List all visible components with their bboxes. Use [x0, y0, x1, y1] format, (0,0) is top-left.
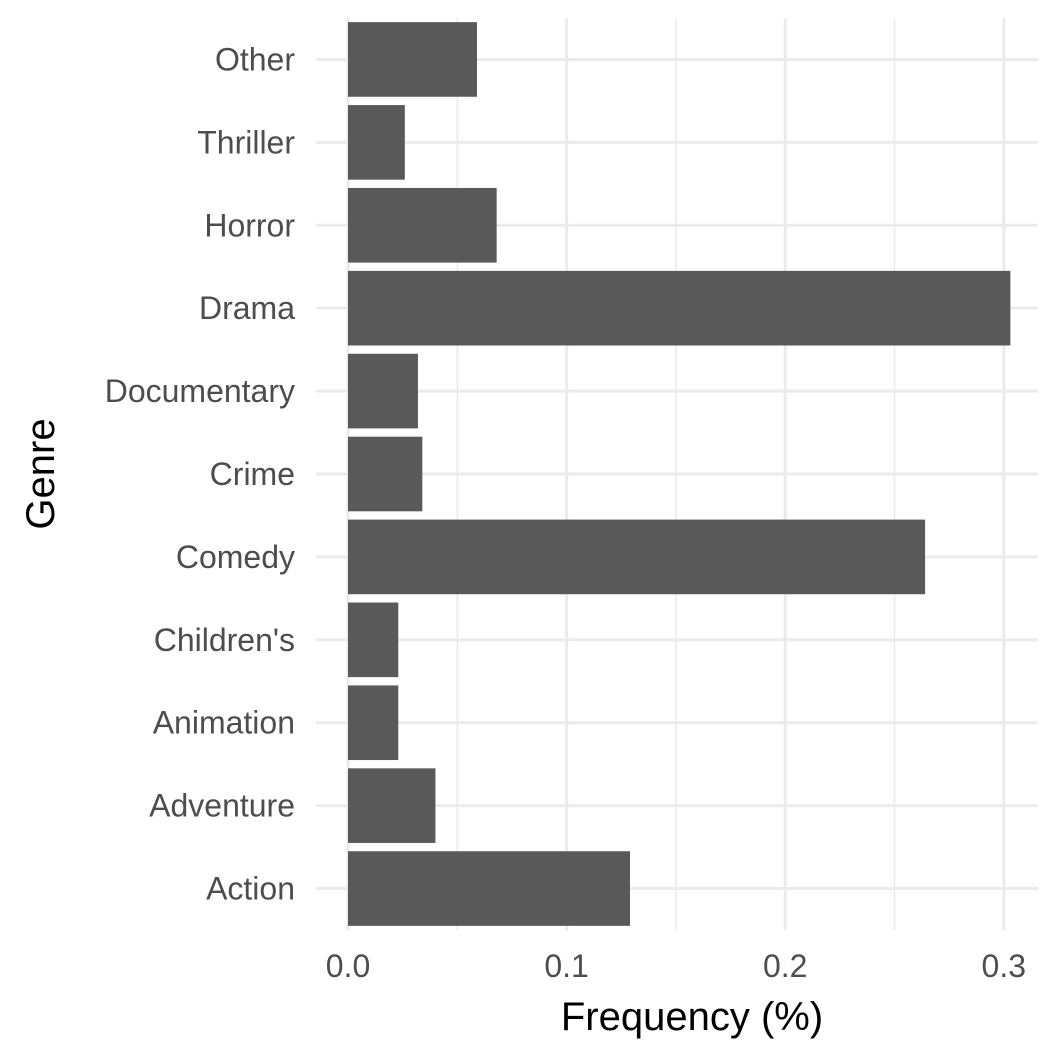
bar-action — [348, 851, 630, 926]
bar-animation — [348, 685, 399, 761]
y-tick-label: Crime — [210, 456, 295, 492]
bar-adventure — [348, 768, 436, 843]
y-tick-label: Adventure — [149, 788, 295, 824]
bar-documentary — [348, 353, 418, 429]
y-tick-label: Animation — [153, 705, 295, 741]
y-tick-label: Children's — [154, 622, 295, 658]
y-tick-labels: Action Adventure Animation Children's Comedy… — [105, 41, 296, 906]
bar-other — [348, 22, 477, 97]
y-tick-label: Comedy — [176, 539, 295, 575]
bars — [348, 22, 1011, 926]
y-tick-label: Documentary — [105, 373, 295, 409]
x-axis-title: Frequency (%) — [561, 995, 823, 1039]
bar-drama — [348, 270, 1011, 346]
x-tick-label: 0.1 — [544, 948, 588, 984]
y-tick-label: Thriller — [197, 124, 295, 160]
bar-children-s — [348, 602, 399, 678]
x-tick-label: 0.2 — [763, 948, 807, 984]
bar-crime — [348, 436, 423, 512]
x-tick-labels: 0.0 0.1 0.2 0.3 — [326, 948, 1026, 984]
y-tick-label: Action — [206, 871, 295, 907]
y-tick-label: Drama — [199, 290, 295, 326]
bar-thriller — [348, 105, 405, 180]
x-tick-label: 0.0 — [326, 948, 370, 984]
bar-comedy — [348, 519, 926, 595]
x-tick-label: 0.3 — [982, 948, 1026, 984]
bar-horror — [348, 187, 497, 263]
y-axis-title: Genre — [19, 418, 63, 529]
y-tick-label: Horror — [204, 207, 295, 243]
y-tick-label: Other — [215, 41, 295, 77]
